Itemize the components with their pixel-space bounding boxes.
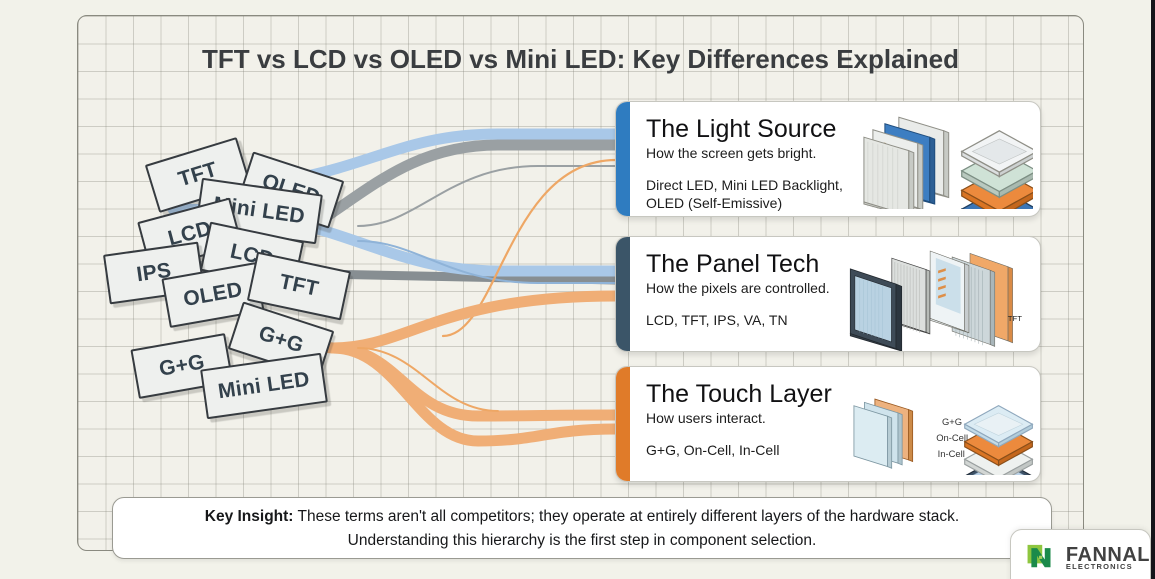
svg-text:On-Cell: On-Cell bbox=[936, 432, 968, 443]
svg-text:In-Cell: In-Cell bbox=[938, 448, 965, 459]
svg-text:TFT: TFT bbox=[1008, 314, 1022, 323]
svg-text:G+G: G+G bbox=[942, 416, 962, 427]
